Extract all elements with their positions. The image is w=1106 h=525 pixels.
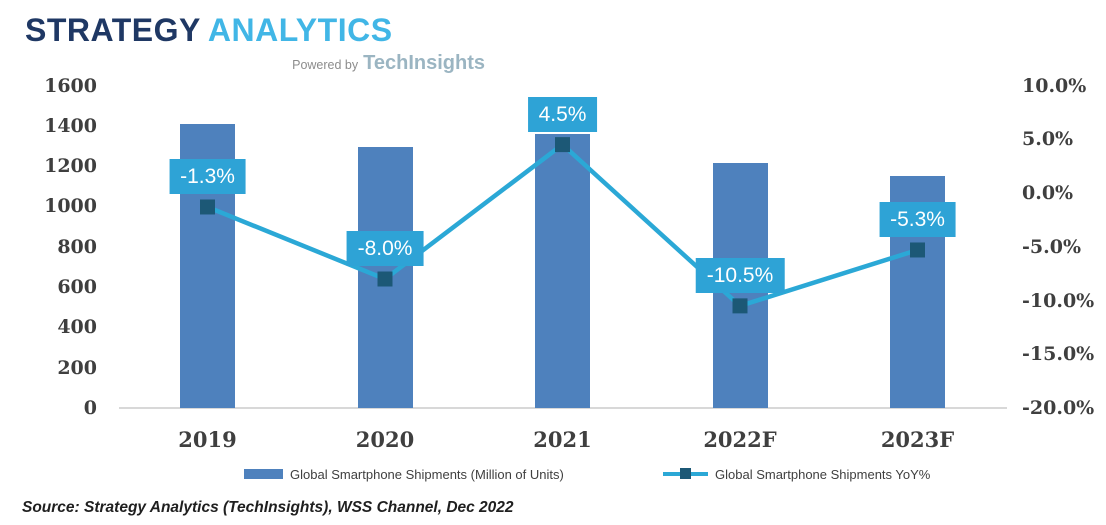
- x-label-2021: 2021: [533, 427, 592, 452]
- y-axis-left-tick: 0: [83, 397, 97, 419]
- legend-yoy-label: Global Smartphone Shipments YoY%: [715, 466, 931, 482]
- yoy-data-label-2021: 4.5%: [527, 96, 598, 132]
- y-axis-left-tick: 400: [57, 316, 97, 339]
- x-label-2019: 2019: [178, 427, 237, 452]
- legend-bar-swatch-icon: [244, 469, 283, 479]
- y-axis-left-tick: 800: [57, 235, 97, 258]
- legend-item-shipments: Global Smartphone Shipments (Million of …: [244, 466, 564, 482]
- y-axis-right-tick: -10.0%: [1022, 289, 1095, 312]
- y-axis-left-tick: 1000: [44, 195, 97, 218]
- y-axis-right-tick: 10.0%: [1022, 74, 1087, 97]
- yoy-marker-2021: [555, 137, 570, 153]
- y-axis-right-tick: -20.0%: [1022, 397, 1095, 419]
- legend-line-marker-icon: [680, 468, 691, 479]
- powered-by-text: Powered by: [292, 58, 359, 72]
- yoy-line: [206, 141, 919, 309]
- legend-item-yoy: Global Smartphone Shipments YoY%: [663, 466, 930, 482]
- logo-strategy-text: STRATEGY: [25, 12, 201, 48]
- yoy-data-label-2022F: -10.5%: [695, 257, 785, 293]
- strategy-analytics-logo: STRATEGY ANALYTICS Powered by TechInsights: [13, 5, 497, 75]
- yoy-data-label-2019: -1.3%: [169, 158, 246, 194]
- logo-powered-row: Powered by TechInsights: [25, 52, 487, 75]
- yoy-data-label-2023F: -5.3%: [879, 201, 956, 237]
- yoy-marker-2019: [200, 199, 215, 215]
- techinsights-text: TechInsights: [363, 52, 485, 74]
- y-axis-left-tick: 1600: [44, 74, 97, 97]
- y-axis-left-tick: 200: [57, 356, 97, 379]
- y-axis-left-tick: 600: [57, 276, 97, 299]
- y-axis-right-tick: 5.0%: [1022, 128, 1074, 151]
- x-label-2023F: 2023F: [880, 427, 955, 452]
- y-axis-right-tick: -5.0%: [1022, 235, 1081, 258]
- x-axis-line: [119, 407, 1007, 409]
- y-axis-right-tick: -15.0%: [1022, 343, 1095, 366]
- yoy-data-label-2020: -8.0%: [346, 231, 424, 266]
- y-axis-left-tick: 1400: [44, 114, 97, 137]
- legend-line-swatch-icon: [663, 468, 708, 479]
- logo-wordmark: STRATEGY ANALYTICS: [25, 13, 487, 54]
- yoy-marker-2022F: [732, 298, 748, 314]
- logo-analytics-text: ANALYTICS: [207, 12, 393, 48]
- x-label-2020: 2020: [355, 427, 415, 452]
- y-axis-left-tick: 1200: [44, 155, 97, 178]
- bar-2021: [535, 133, 590, 408]
- x-label-2022F: 2022F: [703, 427, 777, 452]
- source-note: Source: Strategy Analytics (TechInsights…: [22, 499, 514, 516]
- legend-shipments-label: Global Smartphone Shipments (Million of …: [290, 466, 564, 482]
- yoy-marker-2023F: [910, 242, 925, 258]
- yoy-marker-2020: [377, 271, 393, 287]
- y-axis-right-tick: 0.0%: [1022, 182, 1074, 204]
